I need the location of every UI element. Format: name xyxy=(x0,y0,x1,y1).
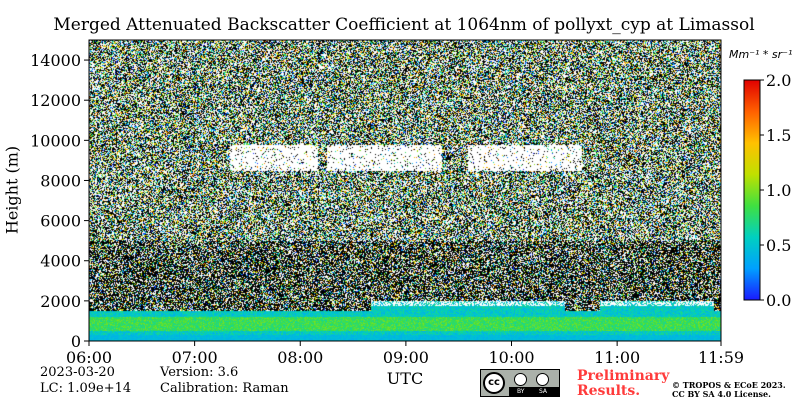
x-tick-label: 11:00 xyxy=(594,348,640,367)
x-tick-label: 07:00 xyxy=(172,348,218,367)
x-tick-label: 10:00 xyxy=(488,348,534,367)
copyright-line2: CC BY SA 4.0 License. xyxy=(672,389,771,399)
backscatter-curtain xyxy=(89,40,721,341)
colorbar-tick-label: 0.5 xyxy=(766,236,791,255)
x-axis: 06:00 07:00 08:00 09:00 10:00 11:00 11:59 xyxy=(66,341,744,367)
date-label: 2023-03-20 xyxy=(40,365,115,380)
x-tick-label: 08:00 xyxy=(277,348,323,367)
lc-label: LC: 1.09e+14 xyxy=(40,381,132,396)
y-tick-label: 12000 xyxy=(30,91,81,110)
y-tick-label: 10000 xyxy=(30,131,81,150)
x-tick-label: 11:59 xyxy=(698,348,744,367)
by-icon xyxy=(514,373,527,386)
y-tick-label: 0 xyxy=(71,332,81,351)
y-axis: 0 2000 4000 6000 8000 10000 12000 14000 xyxy=(30,51,89,351)
plot-frame xyxy=(88,39,722,342)
y-tick-label: 4000 xyxy=(40,252,81,271)
version-label: Version: 3.6 xyxy=(160,365,239,380)
preliminary-line1: Preliminary xyxy=(577,368,670,384)
heatmap-area xyxy=(89,40,721,341)
cc-license-badge: cc BY SA xyxy=(480,369,560,397)
colorbar-unit-label: Mm⁻¹ * sr⁻¹ xyxy=(729,48,793,61)
copyright-notice: © TROPOS & ECoE 2023. CC BY SA 4.0 Licen… xyxy=(672,381,786,399)
colorbar-ticks: 0.0 0.5 1.0 1.5 2.0 xyxy=(760,71,791,310)
license-strip: BY SA xyxy=(509,387,559,396)
copyright-line1: © TROPOS & ECoE 2023. xyxy=(672,380,786,390)
preliminary-notice: Preliminary Results. xyxy=(577,369,669,399)
colorbar-tick-label: 2.0 xyxy=(766,71,791,90)
colorbar-tick-label: 1.5 xyxy=(766,126,791,145)
preliminary-line2: Results. xyxy=(577,383,641,399)
colorbar-tick-label: 1.0 xyxy=(766,181,791,200)
sa-icon xyxy=(536,373,549,386)
colorbar-tick-label: 0.0 xyxy=(766,291,791,310)
cc-icon: cc xyxy=(483,372,505,394)
y-tick-label: 14000 xyxy=(30,51,81,70)
x-tick-label: 06:00 xyxy=(66,348,112,367)
by-label: BY xyxy=(517,388,525,395)
colorbar xyxy=(743,79,761,301)
x-tick-label: 09:00 xyxy=(383,348,429,367)
y-tick-label: 2000 xyxy=(40,292,81,311)
calibration-label: Calibration: Raman xyxy=(160,381,289,396)
sa-label: SA xyxy=(539,388,548,395)
y-tick-label: 8000 xyxy=(40,171,81,190)
y-axis-label: Height (m) xyxy=(2,145,22,235)
x-axis-label: UTC xyxy=(386,369,424,388)
chart-title: Merged Attenuated Backscatter Coefficien… xyxy=(53,15,755,35)
y-tick-label: 6000 xyxy=(40,212,81,231)
